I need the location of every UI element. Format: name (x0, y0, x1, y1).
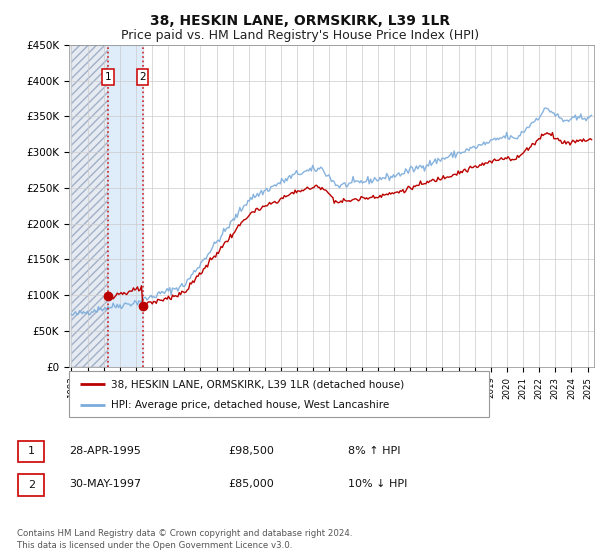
Text: 30-MAY-1997: 30-MAY-1997 (69, 479, 141, 489)
Text: 2: 2 (139, 72, 146, 82)
FancyBboxPatch shape (69, 371, 489, 417)
FancyBboxPatch shape (18, 441, 44, 462)
Text: 8% ↑ HPI: 8% ↑ HPI (348, 446, 401, 456)
Text: 1: 1 (105, 72, 112, 82)
Text: £85,000: £85,000 (228, 479, 274, 489)
Bar (71, 45, 109, 367)
Text: 38, HESKIN LANE, ORMSKIRK, L39 1LR: 38, HESKIN LANE, ORMSKIRK, L39 1LR (150, 14, 450, 28)
Text: Price paid vs. HM Land Registry's House Price Index (HPI): Price paid vs. HM Land Registry's House … (121, 29, 479, 42)
Text: 38, HESKIN LANE, ORMSKIRK, L39 1LR (detached house): 38, HESKIN LANE, ORMSKIRK, L39 1LR (deta… (111, 379, 404, 389)
Text: HPI: Average price, detached house, West Lancashire: HPI: Average price, detached house, West… (111, 400, 389, 410)
Text: £98,500: £98,500 (228, 446, 274, 456)
FancyBboxPatch shape (18, 474, 44, 496)
Text: 28-APR-1995: 28-APR-1995 (69, 446, 141, 456)
Bar (109, 45, 143, 367)
Text: Contains HM Land Registry data © Crown copyright and database right 2024.
This d: Contains HM Land Registry data © Crown c… (17, 529, 352, 550)
Text: 10% ↓ HPI: 10% ↓ HPI (348, 479, 407, 489)
Text: 2: 2 (28, 480, 35, 490)
Text: 1: 1 (28, 446, 35, 456)
Bar (71, 45, 109, 367)
